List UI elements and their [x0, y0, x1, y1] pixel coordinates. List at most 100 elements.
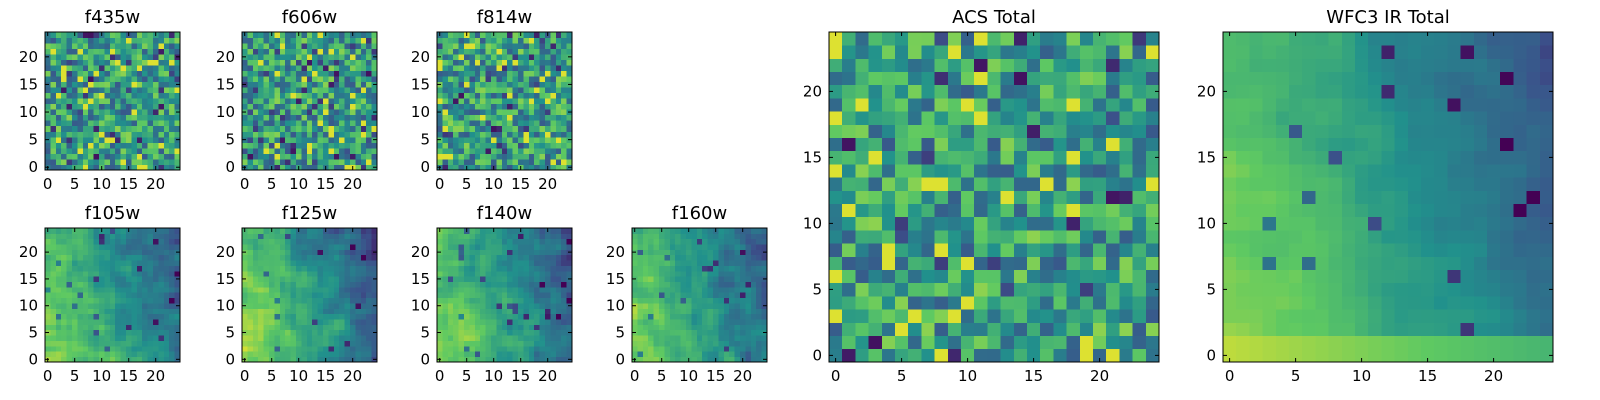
heatmap-cell — [142, 87, 148, 94]
x-tick-label: 0 — [240, 175, 250, 193]
heatmap-cell — [501, 303, 508, 309]
heatmap-cell — [480, 81, 486, 88]
heatmap-cell — [333, 260, 340, 266]
heatmap-cell — [115, 59, 121, 66]
heatmap-cell — [77, 233, 84, 240]
heatmap-cell — [93, 87, 100, 94]
heatmap-cell — [131, 81, 138, 88]
heatmap-cell — [501, 228, 508, 234]
heatmap-cell — [485, 125, 492, 132]
heatmap-cell — [296, 351, 302, 358]
heatmap-cell — [252, 244, 259, 250]
heatmap-cell — [323, 81, 329, 88]
heatmap-cell — [555, 54, 562, 60]
heatmap-cell — [252, 340, 259, 347]
heatmap-cell — [539, 87, 546, 94]
heatmap-cell — [153, 153, 159, 160]
heatmap-cell — [366, 324, 372, 331]
heatmap-cell — [163, 249, 170, 256]
heatmap-cell — [158, 76, 165, 83]
heatmap-cell — [153, 87, 159, 94]
heatmap-cell — [131, 233, 138, 240]
heatmap-cell — [290, 92, 297, 99]
heatmap-cell — [72, 153, 78, 160]
heatmap-cell — [339, 76, 345, 83]
heatmap-cell — [1119, 216, 1133, 231]
heatmap-cell — [285, 329, 291, 336]
heatmap-cell — [72, 297, 78, 304]
heatmap-cell — [868, 177, 883, 191]
heatmap-cell — [696, 324, 703, 331]
heatmap-cell — [485, 356, 492, 363]
heatmap-cell — [366, 76, 372, 83]
heatmap-cell — [131, 59, 138, 66]
heatmap-cell — [669, 228, 676, 234]
heatmap-cell — [528, 142, 535, 149]
heatmap-cell — [115, 260, 121, 266]
heatmap-cell — [555, 87, 562, 94]
heatmap-cell — [507, 92, 513, 99]
heatmap-cell — [756, 281, 762, 288]
heatmap-cell — [109, 233, 116, 240]
heatmap-cell — [131, 260, 138, 266]
heatmap-cell — [545, 324, 551, 331]
heatmap-cell — [296, 270, 302, 277]
heatmap-cell — [120, 125, 127, 132]
heatmap-cell — [328, 335, 335, 341]
heatmap-cell — [947, 348, 962, 363]
heatmap-cell — [258, 65, 264, 72]
heatmap-cell — [290, 345, 297, 352]
heatmap-cell — [269, 153, 275, 160]
heatmap-cell — [45, 340, 51, 347]
heatmap-cell — [104, 286, 111, 293]
heatmap-cell — [50, 286, 57, 293]
heatmap-cell — [82, 249, 89, 256]
heatmap-cell — [360, 81, 367, 88]
heatmap-cell — [104, 76, 111, 83]
axes-frame — [241, 227, 378, 363]
heatmap-cell — [104, 297, 111, 304]
heatmap-cell — [72, 131, 78, 138]
heatmap-cell — [528, 281, 535, 288]
heatmap-cell — [723, 340, 730, 347]
heatmap-cell — [263, 270, 270, 277]
heatmap-cell — [496, 356, 503, 363]
heatmap-cell — [745, 265, 752, 272]
heatmap-cell — [659, 292, 665, 299]
heatmap-cell — [501, 308, 508, 315]
heatmap-cell — [350, 265, 356, 272]
heatmap-cell — [632, 254, 638, 261]
heatmap-cell — [279, 254, 286, 261]
heatmap-cell — [158, 81, 165, 88]
heatmap-cell — [675, 265, 681, 272]
heatmap-cell — [120, 329, 127, 336]
heatmap-cell — [750, 228, 757, 234]
heatmap-cell — [648, 270, 654, 277]
heatmap-cell — [653, 254, 660, 261]
heatmap-cell — [126, 70, 132, 77]
heatmap-cell — [360, 59, 367, 66]
heatmap-cell — [55, 142, 62, 149]
heatmap-cell — [469, 303, 476, 309]
heatmap-cell — [1040, 335, 1054, 350]
heatmap-cell — [323, 48, 329, 55]
heatmap-cell — [518, 254, 524, 261]
heatmap-cell — [269, 292, 275, 299]
heatmap-cell — [50, 120, 57, 127]
heatmap-cell — [745, 351, 752, 358]
heatmap-cell — [252, 48, 259, 55]
heatmap-cell — [539, 319, 546, 325]
heatmap-cell — [653, 351, 660, 358]
heatmap-cell — [895, 164, 909, 178]
heatmap-cell — [637, 270, 644, 277]
heatmap-cell — [142, 356, 148, 363]
heatmap-cell — [1053, 348, 1067, 363]
heatmap-cell — [131, 276, 138, 282]
heatmap-cell — [120, 260, 127, 266]
heatmap-cell — [561, 164, 567, 171]
heatmap-cell — [829, 164, 843, 178]
heatmap-cell — [120, 270, 127, 277]
heatmap-cell — [723, 303, 730, 309]
heatmap-cell — [458, 142, 465, 149]
heatmap-cell — [312, 65, 318, 72]
